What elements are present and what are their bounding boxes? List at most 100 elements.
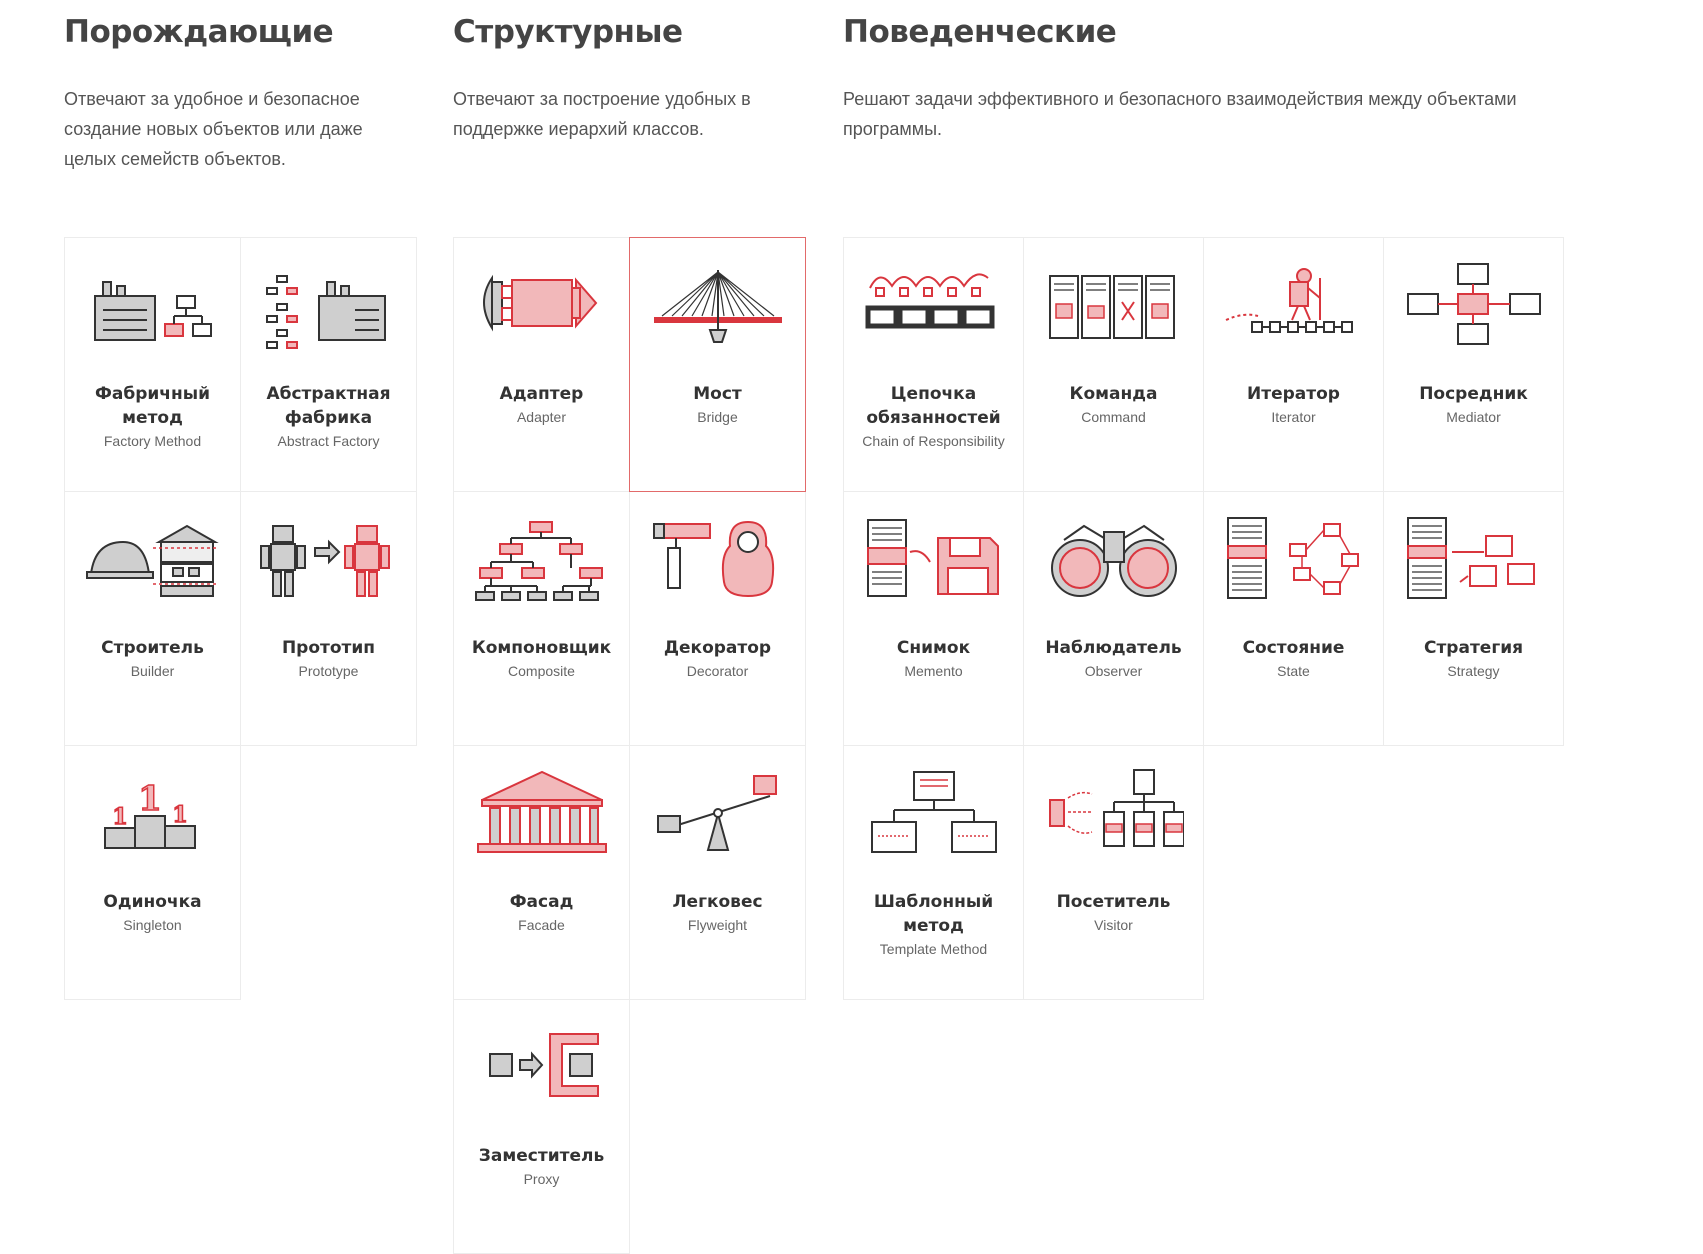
pattern-card-visitor[interactable]: Посетитель Visitor [1023, 745, 1204, 1000]
abstract-factory-icon [259, 258, 399, 358]
pattern-name-ru: Стратегия [1423, 638, 1524, 658]
structural-description: Отвечают за построение удобных в поддерж… [453, 89, 751, 139]
pattern-name-en: Prototype [298, 663, 359, 679]
pattern-name: Команда Command [1032, 382, 1195, 427]
behavioral-grid: Цепочка обязанностей Chain of Responsibil… [843, 237, 1564, 1000]
pattern-name-ru: Снимок [896, 638, 971, 658]
tree-icon [472, 512, 612, 612]
pattern-name: Компоновщик Composite [462, 636, 621, 681]
svg-text:1: 1 [112, 804, 127, 830]
pattern-card-adapter[interactable]: Адаптер Adapter [453, 237, 630, 492]
pattern-name-ru: Декоратор [663, 638, 772, 658]
pattern-name: Посредник Mediator [1392, 382, 1555, 427]
strategy-icon [1404, 512, 1544, 612]
pattern-name-en: Strategy [1447, 663, 1500, 679]
pattern-name-ru: Шаблонный метод [873, 892, 994, 936]
pattern-card-observer[interactable]: Наблюдатель Observer [1023, 491, 1204, 746]
structural-grid: Адаптер Adapter Мост Bridge Компоновщик Compo… [453, 237, 806, 1254]
pattern-name-ru: Прототип [281, 638, 376, 658]
pattern-name: Прототип Prototype [249, 636, 408, 681]
pattern-card-command[interactable]: Команда Command [1023, 237, 1204, 492]
pattern-card-strategy[interactable]: Стратегия Strategy [1383, 491, 1564, 746]
pattern-name-en: Composite [508, 663, 575, 679]
pattern-card-builder[interactable]: Строитель Builder [64, 491, 241, 746]
svg-text:1: 1 [172, 802, 187, 828]
pattern-name-ru: Цепочка обязанностей [866, 384, 1001, 428]
pattern-name-ru: Посредник [1419, 384, 1528, 404]
pattern-name-ru: Компоновщик [471, 638, 612, 658]
pattern-card-bridge[interactable]: Мост Bridge [629, 237, 806, 492]
pattern-name-en: Chain of Responsibility [862, 433, 1005, 449]
pattern-name: Строитель Builder [73, 636, 232, 681]
pattern-name-en: Proxy [523, 1171, 560, 1187]
pattern-name-en: Decorator [686, 663, 749, 679]
pattern-name: Одиночка Singleton [73, 890, 232, 935]
pattern-name: Абстрактная фабрика Abstract Factory [249, 382, 408, 451]
pattern-name: Фабричный метод Factory Method [73, 382, 232, 451]
pattern-name-ru: Команда [1069, 384, 1158, 404]
factory-icon [83, 258, 223, 358]
pattern-name-en: Visitor [1094, 917, 1133, 933]
pattern-name-ru: Итератор [1247, 384, 1340, 404]
pattern-name-en: Abstract Factory [277, 433, 380, 449]
pattern-card-memento[interactable]: Снимок Memento [843, 491, 1024, 746]
creational-description: Отвечают за удобное и безопасное создани… [64, 89, 363, 169]
pattern-name-en: Iterator [1271, 409, 1316, 425]
pattern-name: Легковес Flyweight [638, 890, 797, 935]
creational-grid: Фабричный метод Factory Method Абстрактная… [64, 237, 417, 1000]
state-icon [1224, 512, 1364, 612]
proxy-icon [472, 1020, 612, 1120]
adapter-icon [472, 258, 612, 358]
pattern-card-state[interactable]: Состояние State [1203, 491, 1384, 746]
pattern-name: Заместитель Proxy [462, 1144, 621, 1189]
pattern-name-en: Bridge [697, 409, 738, 425]
pattern-name-en: Template Method [879, 941, 988, 957]
seesaw-icon [648, 766, 788, 866]
pattern-name: Мост Bridge [638, 382, 797, 427]
pattern-card-mediator[interactable]: Посредник Mediator [1383, 237, 1564, 492]
chain-icon [864, 258, 1004, 358]
hiker-icon [1224, 258, 1364, 358]
pattern-name-ru: Абстрактная фабрика [266, 384, 391, 428]
pattern-card-factory-method[interactable]: Фабричный метод Factory Method [64, 237, 241, 492]
pattern-name-en: Flyweight [687, 917, 748, 933]
command-icon [1044, 258, 1184, 358]
pattern-card-template-method[interactable]: Шаблонный метод Template Method [843, 745, 1024, 1000]
pattern-name-ru: Фабричный метод [95, 384, 210, 428]
pattern-name-ru: Состояние [1242, 638, 1345, 658]
pattern-name: Итератор Iterator [1212, 382, 1375, 427]
building-icon [472, 766, 612, 866]
mediator-icon [1404, 258, 1544, 358]
matryoshka-icon [648, 512, 788, 612]
pattern-card-facade[interactable]: Фасад Facade [453, 745, 630, 1000]
pattern-name: Снимок Memento [852, 636, 1015, 681]
pattern-name-en: Mediator [1446, 409, 1501, 425]
visitor-icon [1044, 766, 1184, 866]
pattern-name-ru: Адаптер [499, 384, 584, 404]
pattern-name-ru: Заместитель [478, 1146, 605, 1166]
pattern-card-singleton[interactable]: 1 1 1 Одиночка Singleton [64, 745, 241, 1000]
pattern-card-composite[interactable]: Компоновщик Composite [453, 491, 630, 746]
pattern-name-en: Builder [130, 663, 175, 679]
pattern-name: Адаптер Adapter [462, 382, 621, 427]
pattern-card-proxy[interactable]: Заместитель Proxy [453, 999, 630, 1254]
pattern-card-flyweight[interactable]: Легковес Flyweight [629, 745, 806, 1000]
pattern-name-en: Observer [1084, 663, 1143, 679]
pattern-name: Наблюдатель Observer [1032, 636, 1195, 681]
pattern-name-ru: Фасад [509, 892, 574, 912]
pattern-name: Шаблонный метод Template Method [852, 890, 1015, 959]
pattern-card-decorator[interactable]: Декоратор Decorator [629, 491, 806, 746]
pattern-card-chain-of-responsibility[interactable]: Цепочка обязанностей Chain of Responsibil… [843, 237, 1024, 492]
pattern-card-prototype[interactable]: Прототип Prototype [240, 491, 417, 746]
pattern-name: Цепочка обязанностей Chain of Responsibil… [852, 382, 1015, 451]
pattern-card-iterator[interactable]: Итератор Iterator [1203, 237, 1384, 492]
behavioral-description: Решают задачи эффективного и безопасного… [843, 89, 1517, 139]
builder-icon [83, 512, 223, 612]
pattern-name: Состояние State [1212, 636, 1375, 681]
pattern-name-en: Adapter [516, 409, 567, 425]
pattern-name: Стратегия Strategy [1392, 636, 1555, 681]
pattern-card-abstract-factory[interactable]: Абстрактная фабрика Abstract Factory [240, 237, 417, 492]
pattern-name-en: Command [1081, 409, 1146, 425]
pattern-name: Посетитель Visitor [1032, 890, 1195, 935]
